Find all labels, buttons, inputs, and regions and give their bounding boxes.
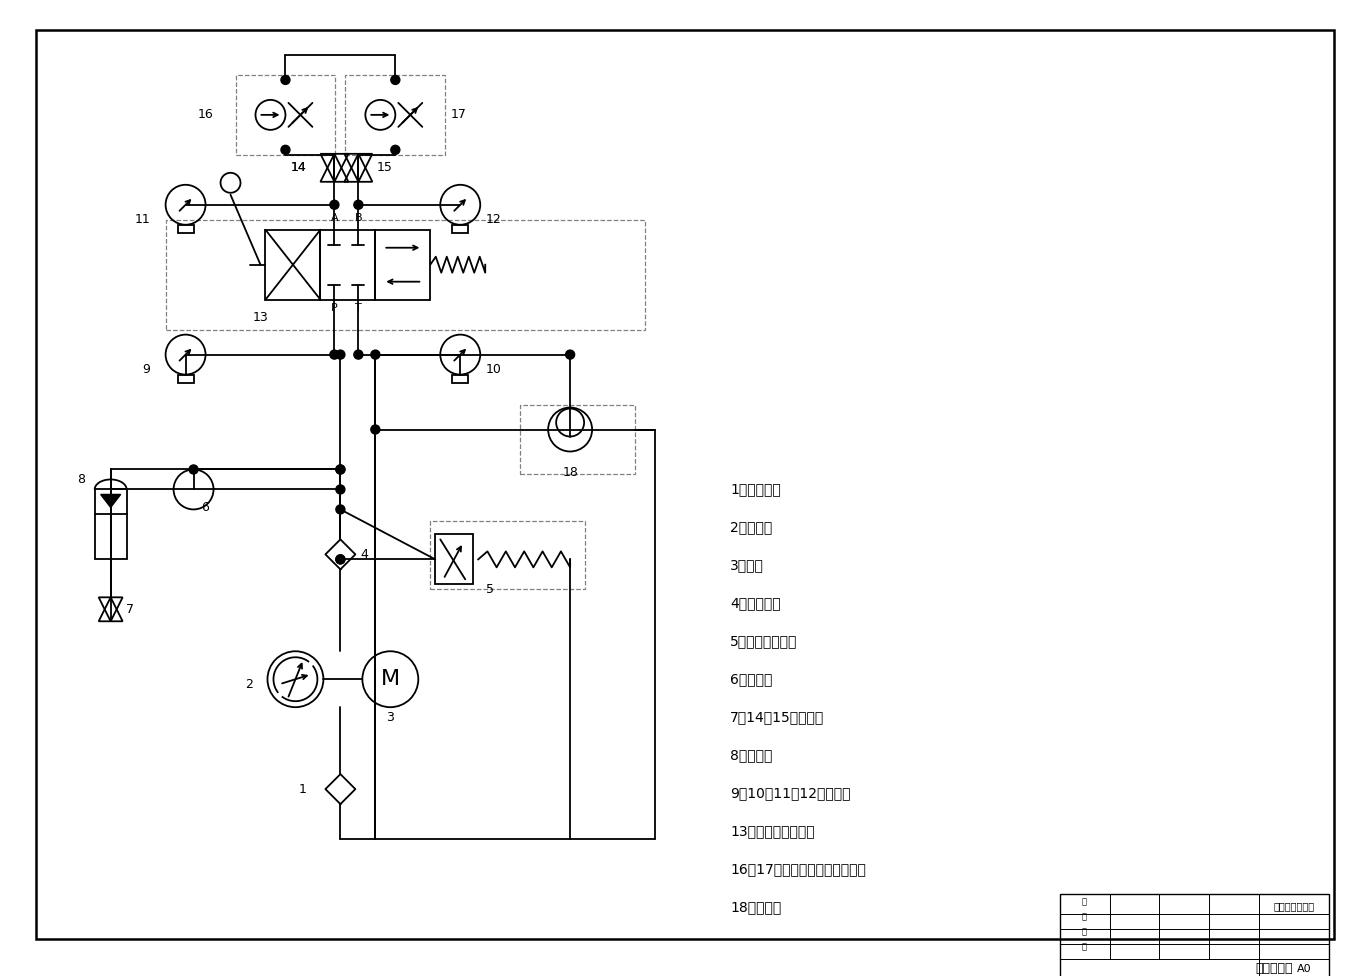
Bar	[453, 225, 468, 233]
Text: 4：精过滤器: 4：精过滤器	[730, 596, 781, 611]
Text: 标: 标	[1083, 898, 1087, 907]
Text: 14: 14	[291, 161, 306, 174]
Bar	[376, 230, 431, 300]
Text: 6: 6	[202, 501, 210, 514]
Bar	[265, 230, 321, 300]
Text: 4: 4	[361, 548, 368, 561]
Bar	[177, 374, 193, 383]
Text: 5：先导式溢流阀: 5：先导式溢流阀	[730, 634, 797, 649]
Text: 5: 5	[486, 583, 494, 596]
Bar	[1059, 894, 1329, 977]
Text: M: M	[381, 669, 399, 689]
Bar	[177, 225, 193, 233]
Circle shape	[354, 350, 362, 360]
Text: 7: 7	[126, 603, 133, 616]
Text: 16、17：单向节流鄀（调速鄀）: 16、17：单向节流鄀（调速鄀）	[730, 862, 866, 876]
Text: 液压系统原理图: 液压系统原理图	[1273, 901, 1314, 911]
Text: 17: 17	[450, 108, 466, 121]
Circle shape	[336, 555, 344, 564]
Circle shape	[281, 75, 289, 84]
Polygon shape	[100, 494, 121, 507]
Text: 审: 审	[1083, 927, 1087, 936]
Text: 13: 13	[252, 311, 269, 324]
Text: 9、10、11、12：压力表: 9、10、11、12：压力表	[730, 786, 851, 800]
Text: 7、14、15：截止鄀: 7、14、15：截止鄀	[730, 710, 825, 724]
Text: 3：电机: 3：电机	[730, 559, 764, 573]
Bar	[520, 404, 635, 475]
Bar	[453, 374, 468, 383]
Circle shape	[391, 146, 399, 154]
Text: 换向阀实验: 换向阀实验	[1255, 962, 1292, 975]
Text: 批: 批	[1083, 943, 1087, 952]
Text: P: P	[331, 303, 338, 313]
Text: 8: 8	[77, 473, 85, 486]
Text: 2：液压泵: 2：液压泵	[730, 521, 772, 534]
Bar	[435, 534, 473, 584]
Bar	[346, 75, 446, 154]
Text: 14: 14	[291, 161, 306, 174]
Bar	[321, 230, 376, 300]
Text: T: T	[355, 303, 362, 313]
Text: 18：流量计: 18：流量计	[730, 900, 781, 913]
Bar	[95, 489, 126, 560]
Text: 8：蓄能器: 8：蓄能器	[730, 748, 772, 762]
Circle shape	[565, 350, 575, 360]
Text: B: B	[354, 213, 362, 223]
Text: 10: 10	[486, 363, 501, 376]
Circle shape	[370, 425, 380, 434]
Circle shape	[336, 555, 344, 564]
Text: 1：粗过滤器: 1：粗过滤器	[730, 483, 781, 496]
Circle shape	[329, 200, 339, 209]
Text: 16: 16	[198, 108, 214, 121]
Circle shape	[370, 350, 380, 360]
Text: 18: 18	[563, 466, 578, 479]
Bar	[431, 522, 584, 589]
Text: 12: 12	[486, 213, 501, 227]
Circle shape	[336, 465, 344, 474]
Circle shape	[336, 505, 344, 514]
Text: 6：流量计: 6：流量计	[730, 672, 772, 686]
Text: A0: A0	[1297, 964, 1312, 974]
Text: 9: 9	[143, 363, 151, 376]
Text: 15: 15	[376, 161, 392, 174]
Circle shape	[281, 146, 289, 154]
Text: 11: 11	[134, 213, 151, 227]
Circle shape	[336, 350, 344, 360]
Bar	[166, 220, 645, 329]
Text: 13：被试手动换向阀: 13：被试手动换向阀	[730, 824, 815, 838]
Text: 计: 计	[1083, 913, 1087, 921]
Text: 1: 1	[299, 783, 306, 795]
Bar	[236, 75, 335, 154]
Text: 3: 3	[387, 710, 394, 724]
Text: A: A	[331, 213, 339, 223]
Circle shape	[189, 465, 198, 474]
Circle shape	[336, 465, 344, 474]
Text: 2: 2	[246, 678, 254, 691]
Circle shape	[354, 200, 362, 209]
Circle shape	[336, 485, 344, 494]
Circle shape	[329, 350, 339, 360]
Circle shape	[391, 75, 399, 84]
